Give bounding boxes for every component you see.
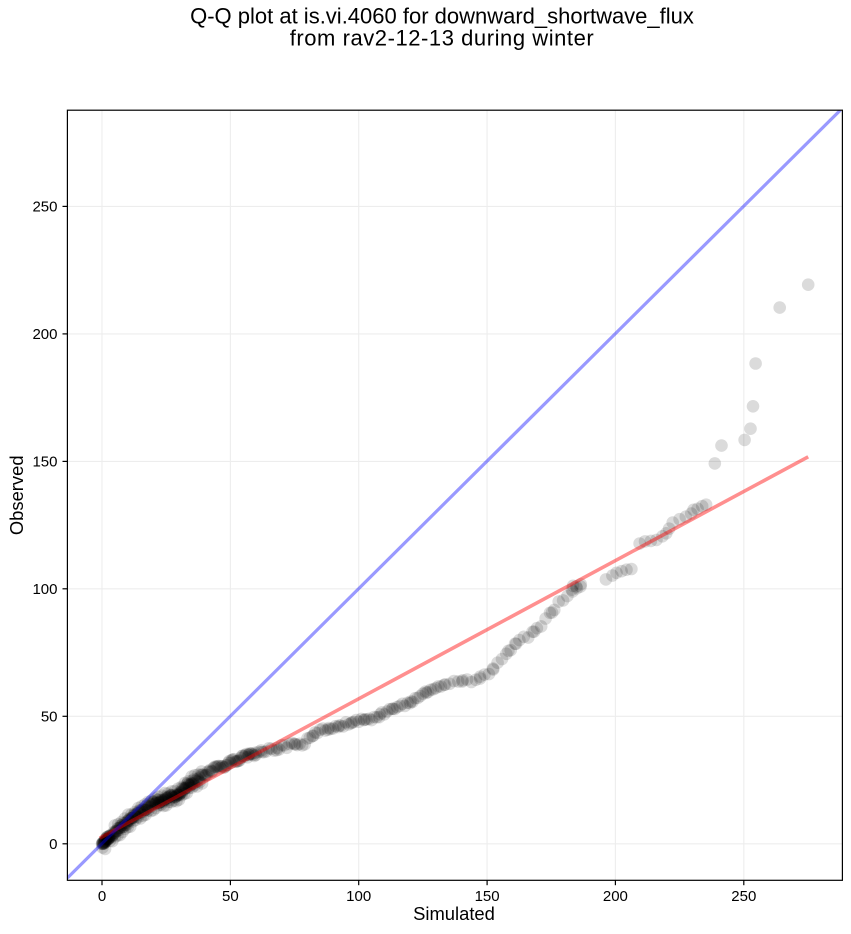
svg-text:from rav2-12-13 during winter: from rav2-12-13 during winter: [290, 26, 595, 51]
svg-text:Q-Q plot at is.vi.4060 for dow: Q-Q plot at is.vi.4060 for downward_shor…: [190, 4, 694, 29]
svg-text:Observed: Observed: [6, 455, 27, 535]
svg-text:0: 0: [98, 888, 106, 905]
svg-text:50: 50: [41, 709, 58, 726]
svg-text:200: 200: [32, 326, 57, 343]
svg-text:0: 0: [49, 836, 57, 853]
svg-text:250: 250: [731, 888, 756, 905]
svg-text:150: 150: [475, 888, 500, 905]
svg-text:250: 250: [32, 199, 57, 216]
svg-text:Simulated: Simulated: [413, 903, 495, 924]
svg-text:200: 200: [603, 888, 628, 905]
svg-text:100: 100: [32, 581, 57, 598]
svg-text:50: 50: [222, 888, 239, 905]
svg-text:100: 100: [346, 888, 371, 905]
svg-text:150: 150: [32, 454, 57, 471]
